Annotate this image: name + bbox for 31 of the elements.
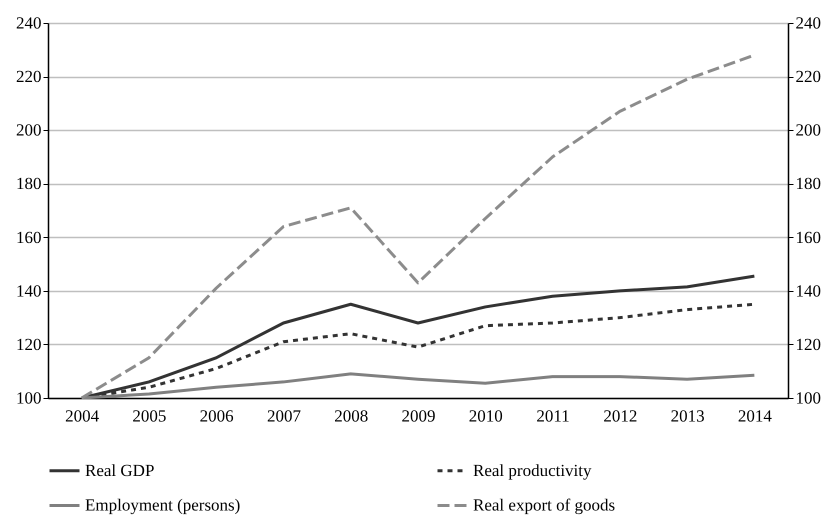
y-tick-label: 160 (16, 228, 42, 247)
y-tick-label: 240 (16, 14, 42, 32)
y2-tick-label: 100 (796, 388, 821, 408)
y-tick-label: 140 (16, 281, 42, 300)
y2-tick-label: 140 (796, 281, 821, 300)
y2-tick-label: 240 (796, 14, 821, 32)
x-tick-label: 2013 (670, 406, 705, 426)
y2-tick-label: 120 (796, 334, 821, 354)
y2-tick-label: 160 (796, 228, 821, 247)
x-tick-label: 2005 (132, 406, 166, 426)
y-tick-label: 100 (16, 388, 42, 408)
legend-label: Real productivity (473, 460, 592, 480)
y2-tick-label: 200 (796, 120, 821, 140)
y-tick-label: 200 (16, 120, 42, 140)
x-tick-label: 2010 (468, 406, 503, 426)
x-tick-label: 2006 (200, 406, 234, 426)
legend-label: Real GDP (85, 460, 154, 480)
y2-tick-label: 220 (796, 67, 821, 86)
y-tick-label: 120 (16, 334, 42, 354)
x-tick-label: 2011 (536, 406, 570, 426)
x-tick-label: 2012 (603, 406, 638, 426)
y-tick-label: 180 (16, 174, 42, 194)
y-tick-label: 220 (16, 67, 42, 86)
x-tick-label: 2014 (738, 406, 772, 426)
x-tick-label: 2007 (266, 406, 302, 426)
x-tick-label: 2004 (65, 406, 100, 426)
legend-label: Employment (persons) (85, 496, 240, 514)
x-tick-label: 2008 (334, 406, 368, 426)
y2-tick-label: 180 (796, 174, 821, 194)
legend-label: Real export of goods (473, 496, 616, 514)
x-tick-label: 2009 (402, 406, 436, 426)
